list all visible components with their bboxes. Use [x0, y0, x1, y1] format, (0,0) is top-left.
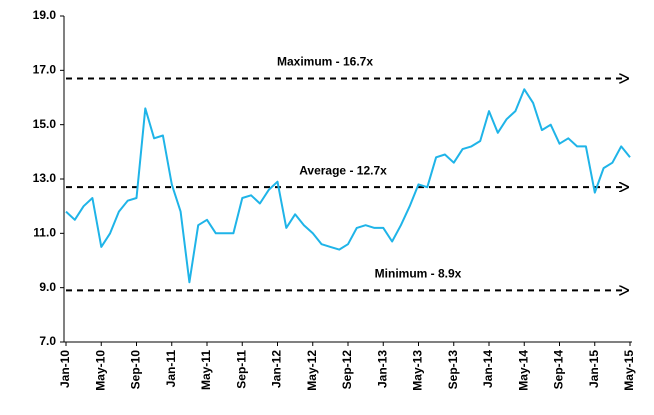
x-tick-label: Jan-10	[58, 350, 72, 388]
x-tick-label: Sep-10	[129, 350, 143, 390]
x-tick-label: Sep-14	[552, 350, 566, 390]
y-tick-label: 17.0	[33, 63, 57, 77]
x-tick-label: Sep-11	[234, 350, 248, 389]
x-tick-label: Jan-12	[270, 350, 284, 388]
x-tick-label: Jan-14	[481, 350, 495, 388]
x-tick-label: Sep-13	[446, 350, 460, 390]
x-tick-label: May-11	[199, 350, 213, 390]
y-tick-label: 19.0	[33, 8, 57, 22]
reference-label: Maximum - 16.7x	[277, 55, 373, 69]
x-tick-label: May-14	[516, 350, 530, 391]
y-tick-label: 7.0	[39, 334, 56, 348]
x-tick-label: Jan-15	[587, 350, 601, 388]
x-tick-label: Sep-12	[340, 350, 354, 390]
x-tick-label: May-13	[411, 350, 425, 391]
x-tick-label: May-12	[305, 350, 319, 391]
y-tick-label: 15.0	[33, 117, 57, 131]
x-tick-label: Jan-11	[164, 350, 178, 388]
x-tick-label: May-15	[622, 350, 636, 391]
y-tick-label: 11.0	[33, 226, 56, 240]
x-tick-label: Jan-13	[375, 350, 389, 388]
y-tick-label: 13.0	[33, 171, 57, 185]
data-line	[65, 88, 631, 284]
y-tick-label: 9.0	[39, 280, 56, 294]
reference-label: Minimum - 8.9x	[375, 267, 462, 281]
reference-label: Average - 12.7x	[299, 163, 387, 177]
x-tick-label: May-10	[93, 350, 107, 391]
